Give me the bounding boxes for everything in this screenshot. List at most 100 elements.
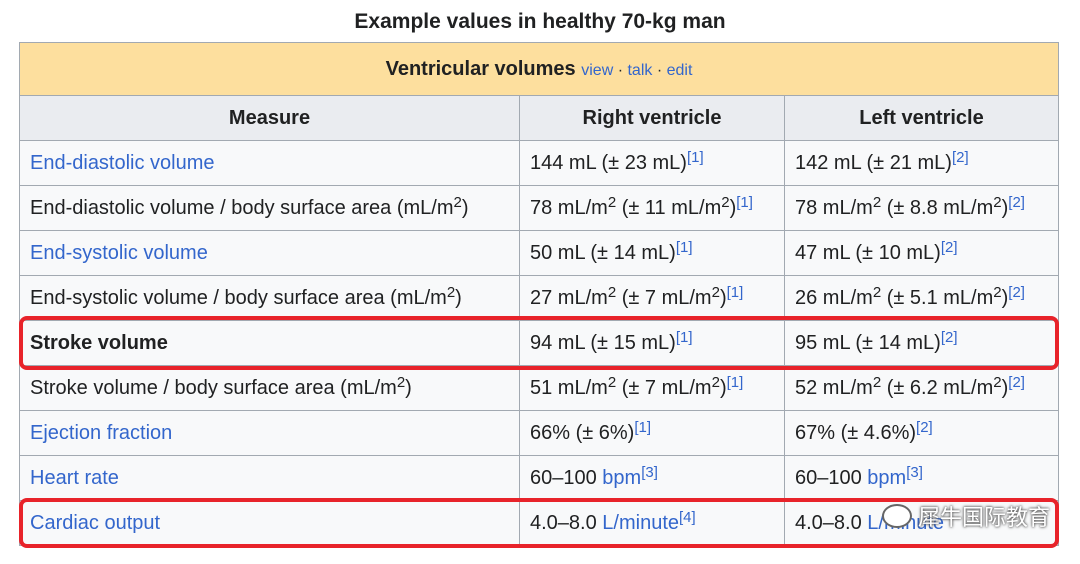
measure-tail: ) (461, 196, 469, 219)
rv-value-b: (± 7 mL/m (616, 286, 712, 309)
rv-cell: 50 mL (± 14 mL)[1] (519, 230, 785, 276)
rv-value-c: ) (729, 196, 737, 219)
rv-ref[interactable]: [1] (675, 238, 693, 256)
rv-ref[interactable]: [1] (726, 283, 744, 301)
rv-value-c: ) (719, 286, 727, 309)
measure-cell: Cardiac output (19, 500, 520, 546)
table-row: Ejection fraction 66% (± 6%)[1] 67% (± 4… (19, 410, 1059, 456)
superscript: 2 (453, 193, 462, 211)
lv-ref[interactable]: [2] (1008, 283, 1025, 301)
rv-cell: 60–100 bpm[3] (519, 455, 785, 501)
lv-ref[interactable]: [2] (916, 418, 933, 436)
lv-cell: 78 mL/m2 (± 8.8 mL/m2)[2] (784, 185, 1059, 231)
superscript: 2 (446, 283, 456, 301)
measure-cell: End-systolic volume / body surface area … (19, 275, 520, 321)
measure-link[interactable]: End-systolic volume (30, 241, 208, 264)
rv-ref[interactable]: [3] (641, 463, 658, 481)
table-row: End-diastolic volume / body surface area… (19, 185, 1059, 231)
superscript: 2 (711, 283, 720, 301)
lv-value-c: ) (1001, 376, 1009, 399)
table-title-cell: Ventricular volumes view · talk · edit (19, 42, 1059, 96)
measure-cell: End-diastolic volume (19, 140, 520, 186)
rv-ref[interactable]: [4] (679, 508, 696, 526)
lv-value-a: 78 mL/m (795, 196, 873, 219)
table-row: End-diastolic volume 144 mL (± 23 mL)[1]… (19, 140, 1059, 186)
measure-label: End-diastolic volume / body surface area… (30, 196, 454, 219)
measure-link[interactable]: Ejection fraction (30, 421, 173, 444)
superscript: 2 (721, 193, 730, 211)
lv-value: 95 mL (± 14 mL) (795, 331, 941, 354)
table-title-row: Ventricular volumes view · talk · edit (19, 42, 1059, 96)
rv-ref[interactable]: [1] (634, 418, 652, 436)
lv-value: 60–100 (795, 466, 868, 489)
lv-ref[interactable]: [2] (951, 148, 969, 166)
lv-cell: 52 mL/m2 (± 6.2 mL/m2)[2] (784, 365, 1059, 411)
edit-link[interactable]: edit (666, 61, 693, 79)
lv-value-c: ) (1001, 196, 1009, 219)
rv-ref[interactable]: [1] (675, 328, 693, 346)
rv-value-c: ) (719, 376, 727, 399)
rv-cell: 66% (± 6%)[1] (519, 410, 785, 456)
rv-value-a: 27 mL/m (530, 286, 608, 309)
measure-cell: Stroke volume (19, 320, 520, 366)
lv-cell: 67% (± 4.6%)[2] (784, 410, 1059, 456)
lv-ref[interactable]: [2] (1008, 193, 1025, 211)
measure-link[interactable]: Heart rate (30, 466, 119, 489)
rv-ref[interactable]: [1] (726, 373, 744, 391)
rv-value-a: 51 mL/m (530, 376, 608, 399)
superscript: 2 (993, 193, 1002, 211)
lv-value: 47 mL (± 10 mL) (795, 241, 941, 264)
superscript: 2 (607, 283, 617, 301)
stroke-volume-highlight (19, 316, 1059, 370)
talk-link[interactable]: talk (627, 61, 653, 79)
header-measure: Measure (19, 95, 520, 141)
lv-ref[interactable]: [2] (940, 238, 958, 256)
rv-cell: 4.0–8.0 L/minute[4] (519, 500, 785, 546)
view-link[interactable]: view (581, 61, 614, 79)
rv-ref[interactable]: [1] (736, 193, 753, 211)
lv-value-b: (± 8.8 mL/m (881, 196, 994, 219)
lv-cell: 142 mL (± 21 mL)[2] (784, 140, 1059, 186)
measure-cell: Ejection fraction (19, 410, 520, 456)
measure-link[interactable]: End-diastolic volume (30, 151, 215, 174)
table-row: Cardiac output 4.0–8.0 L/minute[4] 4.0–8… (19, 500, 1059, 546)
measure-tail: ) (405, 376, 412, 399)
measure-cell: Heart rate (19, 455, 520, 501)
table-row: Heart rate 60–100 bpm[3] 60–100 bpm[3] (19, 455, 1059, 501)
rv-value-b: (± 7 mL/m (616, 376, 712, 399)
lv-ref[interactable]: [2] (940, 328, 958, 346)
table-title: Ventricular volumes (385, 57, 576, 80)
superscript: 2 (872, 283, 882, 301)
lv-unit-link[interactable]: bpm (867, 466, 907, 489)
measure-cell: End-diastolic volume / body surface area… (19, 185, 520, 231)
rv-value: 94 mL (± 15 mL) (530, 331, 676, 354)
superscript: 2 (993, 373, 1002, 391)
superscript: 2 (396, 373, 406, 391)
cardiac-output-highlight (19, 498, 1059, 548)
table-row: Stroke volume 94 mL (± 15 mL)[1] 95 mL (… (19, 320, 1059, 366)
rv-value: 60–100 (530, 466, 603, 489)
lv-cell: 60–100 bpm[3] (784, 455, 1059, 501)
superscript: 2 (993, 283, 1002, 301)
ventricular-volumes-table: Ventricular volumes view · talk · edit M… (19, 42, 1059, 546)
superscript: 2 (607, 373, 617, 391)
watermark: 犀牛国际教育 (881, 500, 1050, 532)
lv-ref[interactable]: [3] (906, 463, 923, 481)
watermark-text: 犀牛国际教育 (917, 505, 1050, 530)
rv-cell: 144 mL (± 23 mL)[1] (519, 140, 785, 186)
superscript: 2 (872, 373, 882, 391)
lv-ref[interactable]: [2] (1008, 373, 1025, 391)
lv-cell: 47 mL (± 10 mL)[2] (784, 230, 1059, 276)
superscript: 2 (872, 193, 882, 211)
table-caption: Example values in healthy 70-kg man (354, 10, 726, 33)
rv-ref[interactable]: [1] (686, 148, 704, 166)
measure-label: Stroke volume / body surface area (mL/m (30, 376, 397, 399)
rv-unit-link[interactable]: bpm (602, 466, 642, 489)
measure-link[interactable]: Cardiac output (30, 511, 161, 534)
rv-unit-link[interactable]: L/minute (602, 511, 680, 534)
rv-cell: 27 mL/m2 (± 7 mL/m2)[1] (519, 275, 785, 321)
lv-value-c: ) (1001, 286, 1009, 309)
column-header-row: Measure Right ventricle Left ventricle (19, 95, 1059, 141)
header-left-ventricle: Left ventricle (784, 95, 1059, 141)
rv-value-a: 78 mL/m (530, 196, 608, 219)
